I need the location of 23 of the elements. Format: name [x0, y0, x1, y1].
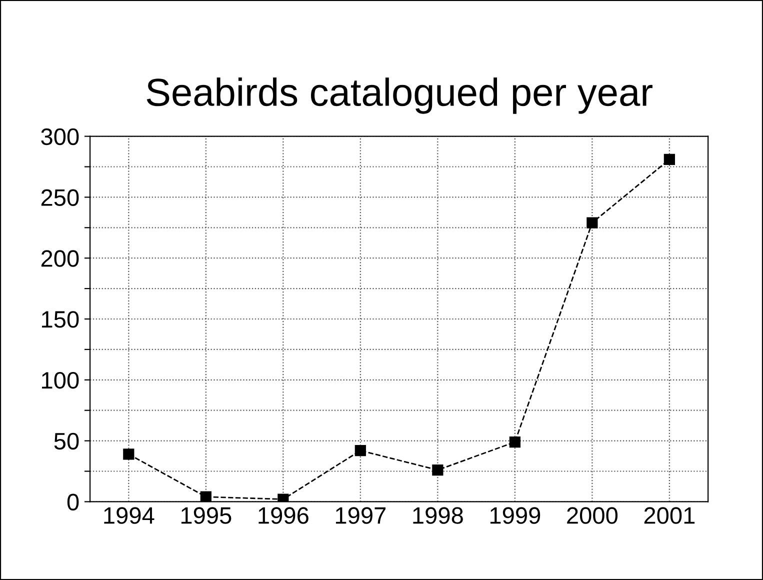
x-tick-label: 2001 — [644, 507, 695, 524]
y-tick-label: 300 — [41, 128, 79, 146]
y-tick-label: 250 — [41, 189, 79, 206]
x-tick-label: 2000 — [567, 507, 618, 524]
point — [200, 491, 212, 502]
point — [123, 448, 134, 460]
x-tick-label: 1997 — [336, 507, 386, 524]
x-tick-label: 1996 — [258, 507, 308, 524]
x-tick-label: 1999 — [490, 507, 540, 524]
y-tick-label: 0 — [67, 494, 79, 510]
x-tick-label: 1998 — [413, 507, 463, 524]
chart-title: Seabirds catalogued per year — [146, 78, 652, 114]
point — [354, 444, 366, 456]
point — [664, 154, 675, 165]
x-tick-label: 1994 — [104, 507, 154, 524]
y-tick-label: 100 — [42, 372, 79, 389]
y-tick-label: 200 — [41, 250, 79, 267]
point — [586, 217, 598, 228]
point — [509, 436, 520, 448]
point — [432, 464, 444, 476]
x-tick-label: 1995 — [181, 507, 232, 524]
y-tick-label: 50 — [54, 432, 79, 450]
y-tick-label: 150 — [42, 311, 79, 328]
